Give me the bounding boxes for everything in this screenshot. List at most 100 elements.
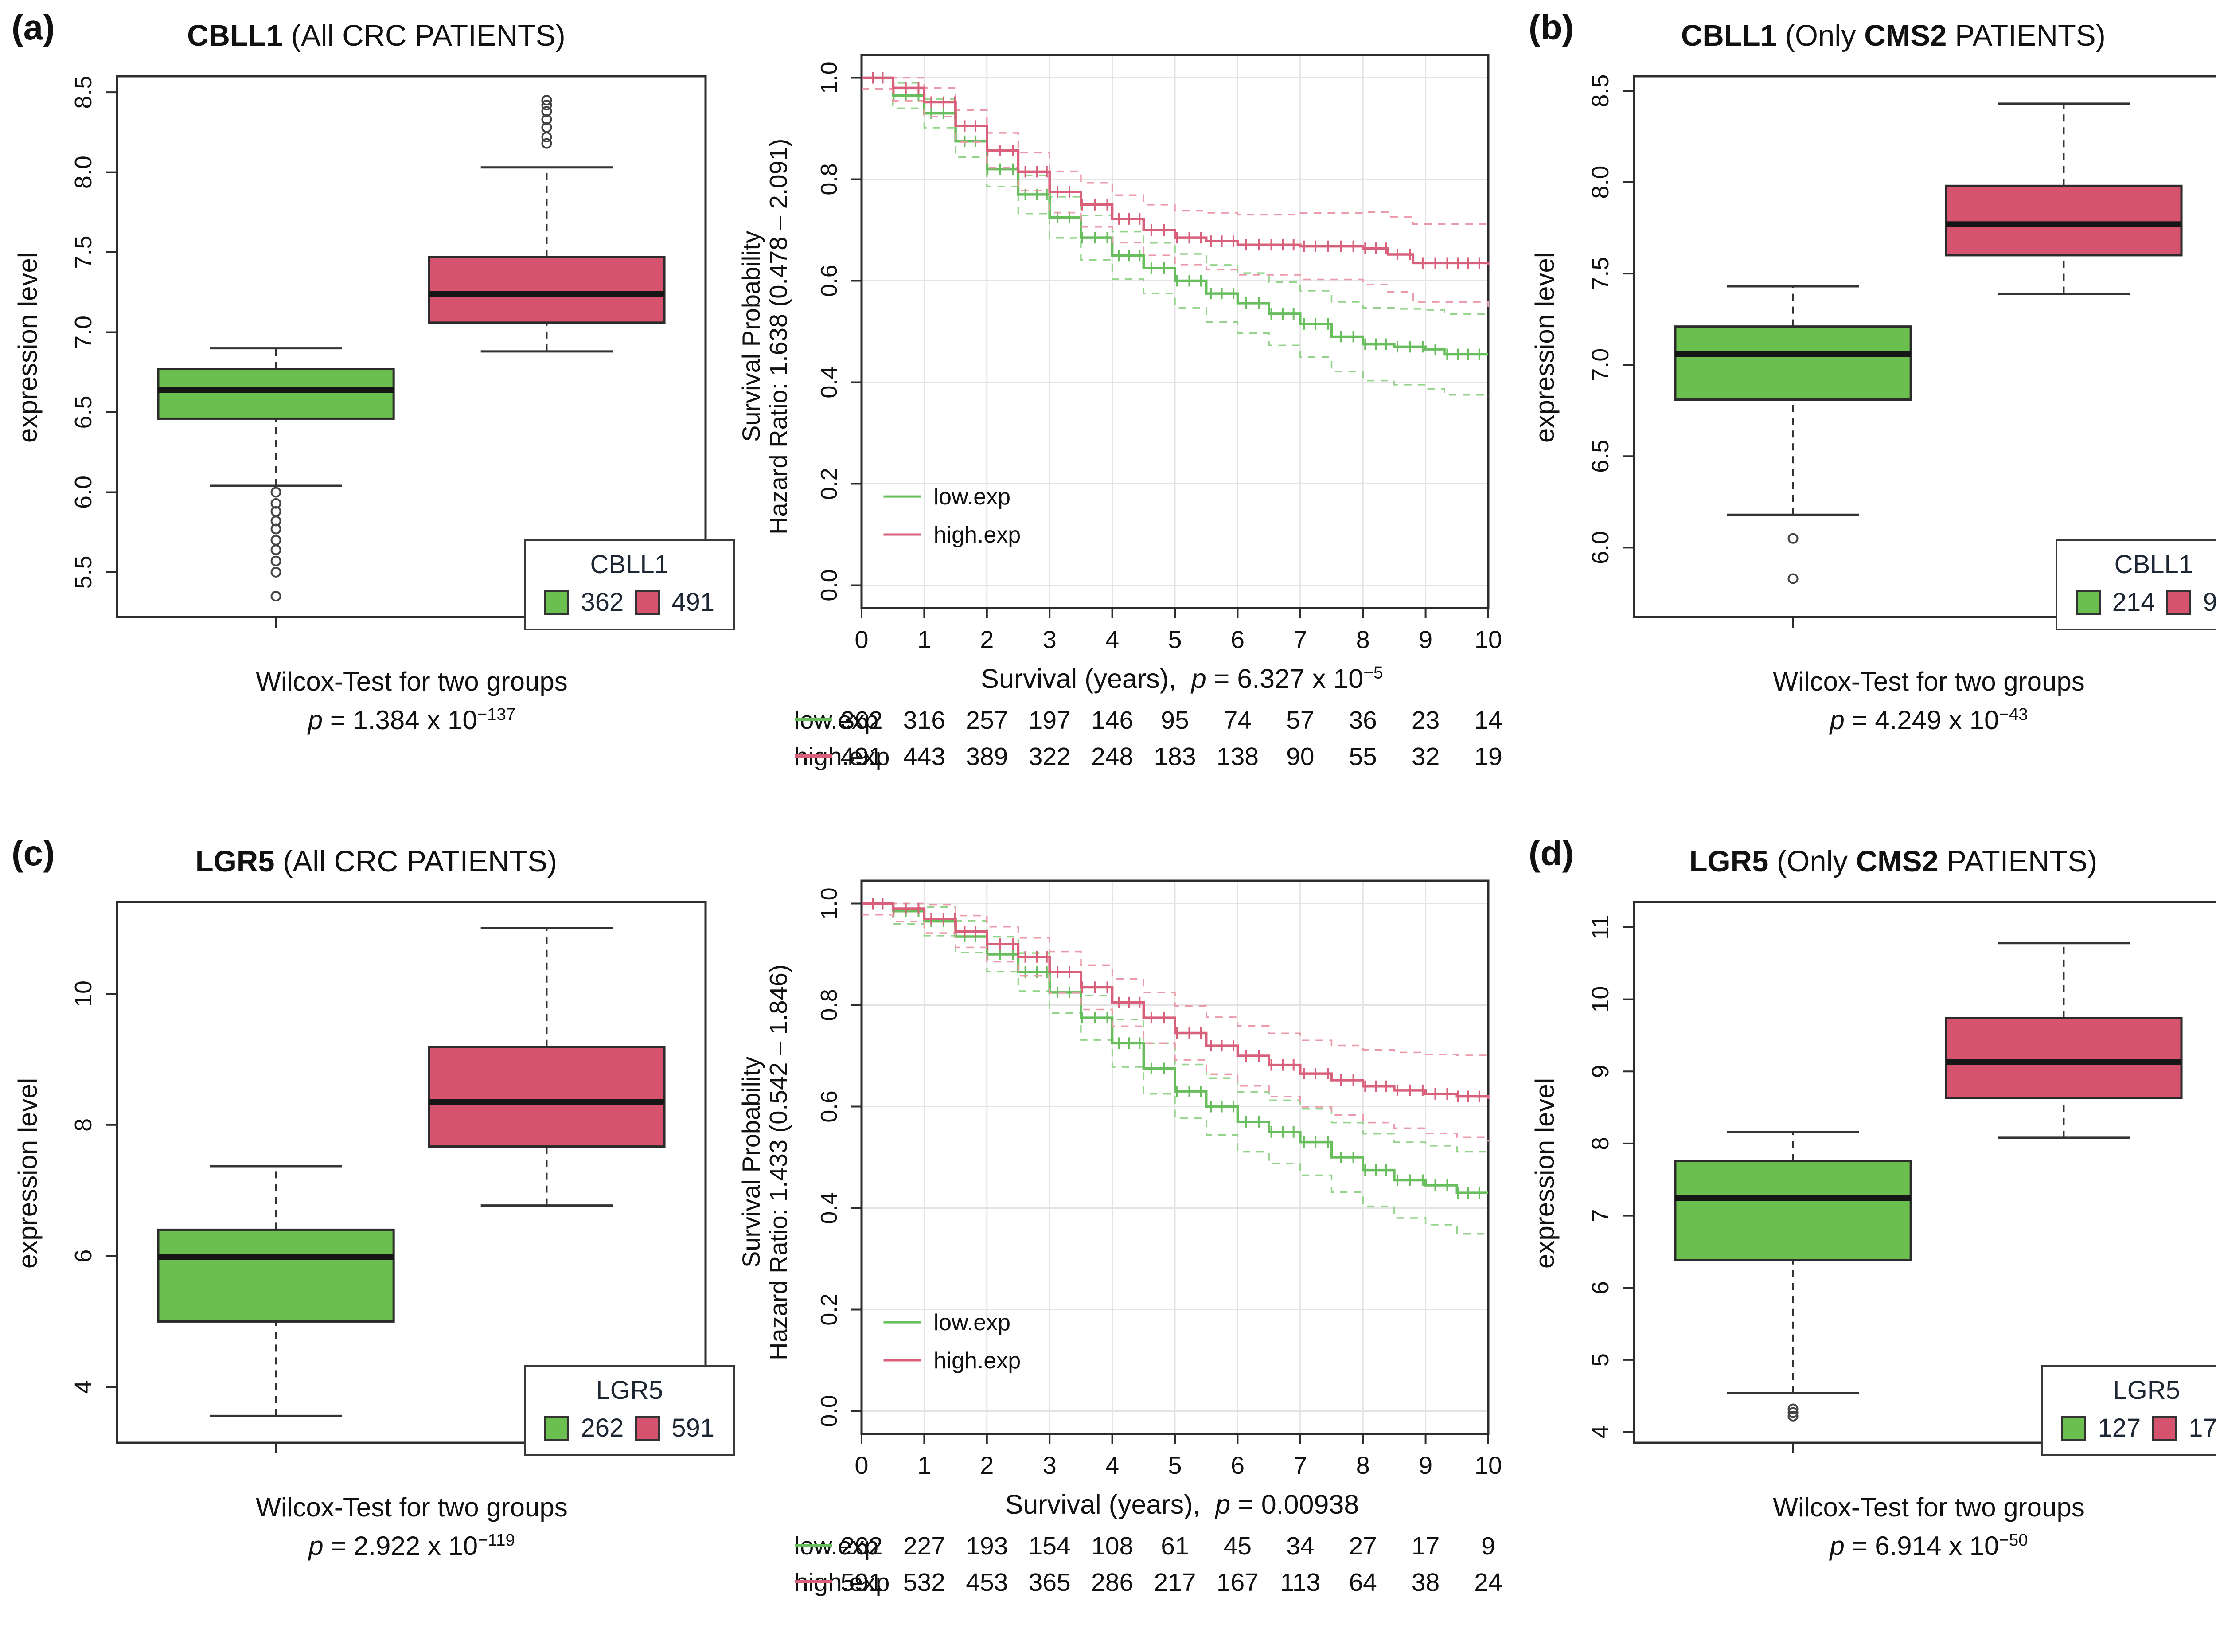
legend-count-high: 591 (671, 1414, 714, 1442)
km-axes: 0.0 0.2 0.4 0.6 0.8 1.0 0 1 2 3 4 5 6 7 8 9 10 (816, 879, 1502, 1479)
svg-text:7.5: 7.5 (70, 236, 97, 269)
title-mid: (All CRC PATIENTS) (283, 19, 566, 52)
risk-count: 389 (966, 742, 1008, 771)
boxplot-area: expression level 5.5 6.0 6.5 7.0 7.5 8.0 8.5 C… (13, 68, 737, 650)
boxplot-legend: LGR5 127 177 (2041, 1365, 2216, 1456)
risk-table-row-low.exp: low.exp 262 227 193 154 108 61 45 34 27 17 9 (794, 1531, 1503, 1562)
boxplot-axes: 5.5 6.0 6.5 7.0 7.5 8.0 8.5 (70, 75, 707, 618)
boxplot-chart: 4 5 6 7 8 9 10 11 (1587, 901, 2216, 1453)
svg-text:5: 5 (1168, 625, 1182, 653)
svg-text:4: 4 (1105, 1451, 1119, 1479)
svg-text:4: 4 (1105, 625, 1119, 653)
svg-text:9: 9 (1419, 1451, 1432, 1479)
svg-text:8.5: 8.5 (70, 76, 97, 109)
risk-count: 167 (1216, 1568, 1259, 1597)
svg-text:high.exp: high.exp (934, 1348, 1021, 1374)
km-ylabel-line1: Survival Probability (737, 230, 765, 442)
legend-swatch-low (2061, 1415, 2087, 1441)
boxplot-axes: 4 5 6 7 8 9 10 11 (1587, 901, 2216, 1444)
svg-text:10: 10 (1587, 986, 1614, 1013)
risk-count: 9 (1481, 1532, 1495, 1560)
km-block: Survival Probability Hazard Ratio: 1.638… (737, 0, 1509, 826)
legend-swatch-low (2076, 590, 2101, 615)
wilcox-caption-line1: Wilcox-Test for two groups (1773, 667, 2085, 696)
risk-count: 227 (903, 1532, 945, 1560)
legend-title: LGR5 (2113, 1376, 2180, 1405)
gene-name: LGR5 (1689, 845, 1769, 878)
km-main: 0.0 0.2 0.4 0.6 0.8 1.0 0 1 2 3 4 5 6 7 8 9 10 low.exp hig… (794, 46, 1503, 826)
boxplot-block: LGR5 (Only CMS2 PATIENTS) expression lev… (1530, 826, 2216, 1652)
wilcox-caption-pvalue: p = 4.249 x 10−43 (1830, 705, 2028, 735)
risk-table-row-high.exp: high.exp 591 532 453 365 286 217 167 113 64 38 24 (794, 1568, 1503, 1599)
risk-count: 257 (966, 706, 1008, 734)
svg-text:low.exp: low.exp (934, 1310, 1010, 1336)
boxplot-title: LGR5 (Only CMS2 PATIENTS) (1599, 838, 2188, 894)
panel-letter: (b) (1529, 8, 1574, 47)
svg-text:0.2: 0.2 (816, 468, 842, 500)
wilcox-caption-pvalue: p = 6.914 x 10−50 (1830, 1531, 2028, 1561)
legend-swatch-high (2152, 1415, 2177, 1441)
boxplot-axes: 6.0 6.5 7.0 7.5 8.0 8.5 (1587, 74, 2216, 618)
outlier-point (270, 535, 281, 546)
svg-text:6.5: 6.5 (70, 395, 97, 429)
wilcox-caption-pvalue: p = 2.922 x 10−119 (308, 1531, 515, 1561)
svg-text:1: 1 (917, 1451, 931, 1479)
panel-letter: (d) (1529, 833, 1574, 873)
legend-swatch-high (635, 590, 660, 615)
risk-count: 197 (1028, 706, 1071, 734)
svg-text:4: 4 (70, 1380, 97, 1394)
wilcox-caption: Wilcox-Test for two groups p = 4.249 x 1… (1634, 662, 2216, 739)
figure-panel: (c) LGR5 (All CRC PATIENTS) expression l… (0, 826, 1517, 1652)
boxplot-axes: 4 6 8 10 (70, 901, 707, 1444)
legend-count-high: 177 (2189, 1414, 2216, 1442)
outlier-point (270, 487, 281, 498)
risk-table-row-low.exp: low.exp 362 316 257 197 146 95 74 57 36 23 14 (794, 706, 1503, 737)
risk-count: 24 (1474, 1568, 1502, 1597)
svg-text:9: 9 (1419, 625, 1432, 653)
risk-count: 453 (966, 1568, 1008, 1597)
risk-count: 183 (1154, 742, 1196, 771)
ci-upper (862, 77, 1489, 225)
risk-count: 64 (1349, 1568, 1377, 1597)
svg-text:1: 1 (917, 625, 931, 653)
svg-text:10: 10 (1475, 625, 1502, 653)
boxplot-block: LGR5 (All CRC PATIENTS) expression level… (13, 826, 737, 1652)
boxplot-title: CBLL1 (Only CMS2 PATIENTS) (1599, 12, 2188, 68)
risk-count: 491 (840, 742, 883, 771)
box-high (428, 95, 666, 628)
legend-count-low: 362 (581, 588, 624, 617)
km-chart: 0.0 0.2 0.4 0.6 0.8 1.0 0 1 2 3 4 5 6 7 8 9 10 low.exp hig… (816, 54, 1502, 653)
km-inner-legend: low.exp high.exp (883, 1310, 1021, 1374)
title-strong: CMS2 (1864, 19, 1947, 52)
risk-count: 138 (1216, 742, 1259, 771)
outlier-point (1787, 573, 1799, 584)
svg-text:6.5: 6.5 (1587, 440, 1614, 473)
km-axes: 0.0 0.2 0.4 0.6 0.8 1.0 0 1 2 3 4 5 6 7 8 9 10 (816, 54, 1502, 653)
box-high (1945, 942, 2183, 1453)
risk-count: 27 (1349, 1532, 1377, 1560)
risk-count: 322 (1028, 742, 1071, 771)
boxplot-legend: CBLL1 214 90 (2055, 539, 2216, 630)
km-y-axis-label: Survival Probability Hazard Ratio: 1.433… (737, 872, 794, 1453)
svg-text:10: 10 (70, 980, 97, 1007)
legend-swatch-low (544, 1415, 570, 1441)
boxplot-y-axis-label: expression level (13, 1078, 43, 1269)
risk-count: 532 (903, 1568, 945, 1597)
svg-text:5.5: 5.5 (70, 555, 97, 589)
boxplot-block: CBLL1 (Only CMS2 PATIENTS) expression le… (1530, 0, 2216, 826)
boxplot-chart: 5.5 6.0 6.5 7.0 7.5 8.0 8.5 (70, 75, 707, 628)
outlier-point (270, 555, 281, 566)
boxplot-title: CBLL1 (All CRC PATIENTS) (82, 12, 671, 68)
gene-name: CBLL1 (1681, 19, 1777, 52)
title-mid: (Only (1776, 19, 1865, 52)
title-mid: (All CRC PATIENTS) (274, 845, 558, 878)
legend-count-high: 90 (2203, 588, 2216, 617)
legend-swatch-low (544, 590, 570, 615)
legend-count-low: 262 (581, 1414, 624, 1442)
risk-count: 95 (1161, 706, 1189, 734)
risk-count: 19 (1474, 742, 1502, 771)
risk-count: 316 (903, 706, 945, 734)
svg-text:5: 5 (1587, 1353, 1614, 1367)
risk-count: 61 (1161, 1532, 1189, 1560)
legend-count-high: 491 (671, 588, 714, 617)
